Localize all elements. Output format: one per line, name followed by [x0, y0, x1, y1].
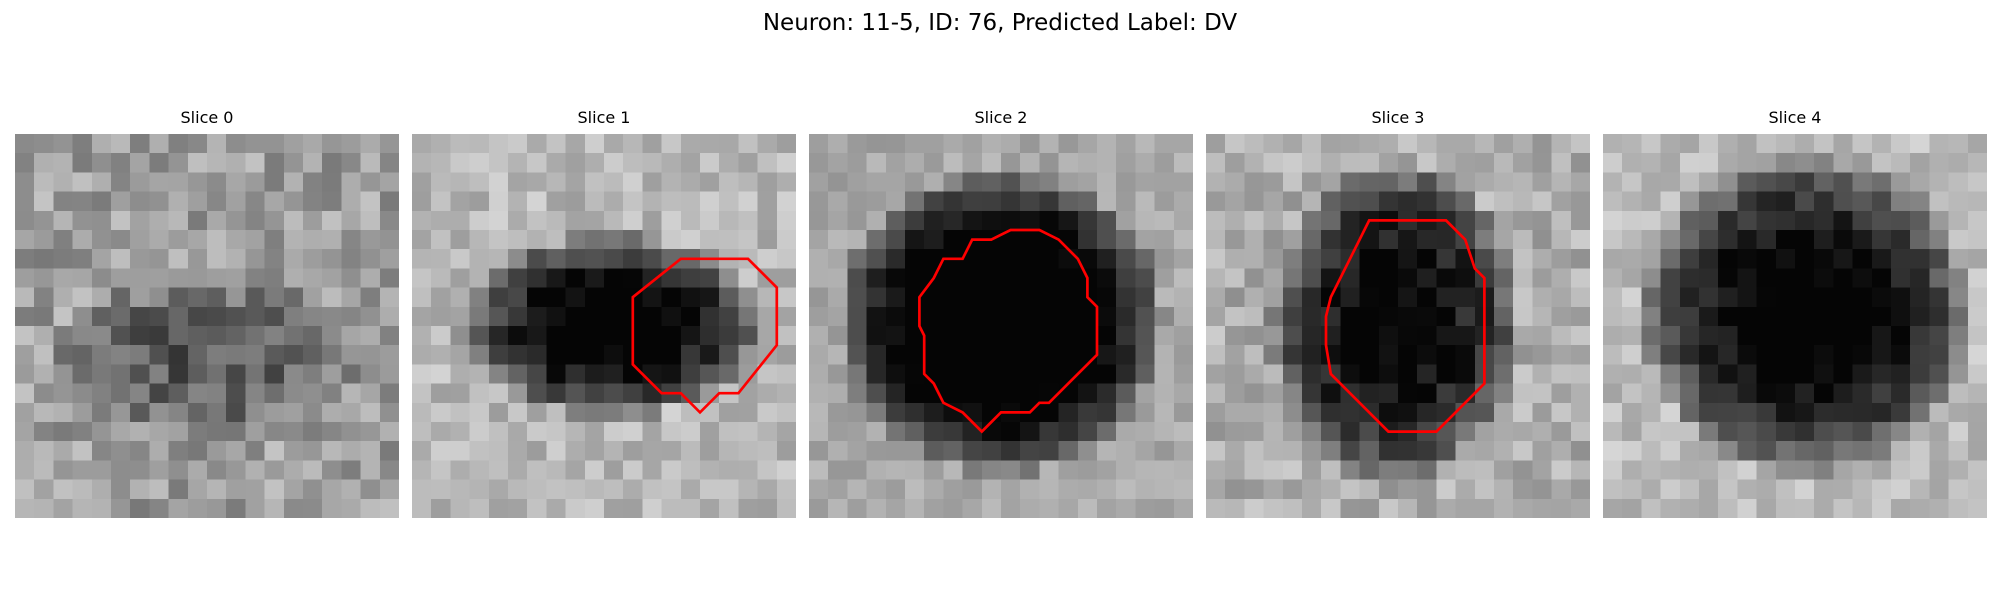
slice-image-2 [809, 134, 1193, 518]
slice-image-1 [412, 134, 796, 518]
slice-panel-0: Slice 0 [15, 106, 399, 518]
slice-panel-2: Slice 2 [809, 106, 1193, 518]
slice-panel-1: Slice 1 [412, 106, 796, 518]
slice-image-0 [15, 134, 399, 518]
roi-contour [631, 257, 779, 415]
slice-heatmap [1206, 134, 1590, 518]
slice-panel-4: Slice 4 [1603, 106, 1987, 518]
roi-contour-overlay [1324, 219, 1486, 433]
slice-title: Slice 2 [974, 108, 1028, 127]
roi-contour-overlay [15, 134, 399, 518]
slice-heatmap [809, 134, 1193, 518]
slice-image-3 [1206, 134, 1590, 518]
slice-title: Slice 0 [180, 108, 234, 127]
figure-title: Neuron: 11-5, ID: 76, Predicted Label: D… [762, 10, 1238, 36]
slice-panel-3: Slice 3 [1206, 106, 1590, 518]
slice-image-4 [1603, 134, 1987, 518]
roi-contour [1324, 219, 1486, 433]
slice-title: Slice 3 [1371, 108, 1425, 127]
roi-contour-overlay [918, 228, 1099, 434]
slice-heatmap [15, 134, 399, 518]
slice-title: Slice 4 [1768, 108, 1822, 127]
roi-contour-overlay [631, 257, 779, 415]
slice-heatmap [412, 134, 796, 518]
roi-contour-overlay [1603, 134, 1987, 518]
slice-heatmap [1603, 134, 1987, 518]
roi-contour [918, 228, 1099, 434]
slice-title: Slice 1 [577, 108, 631, 127]
